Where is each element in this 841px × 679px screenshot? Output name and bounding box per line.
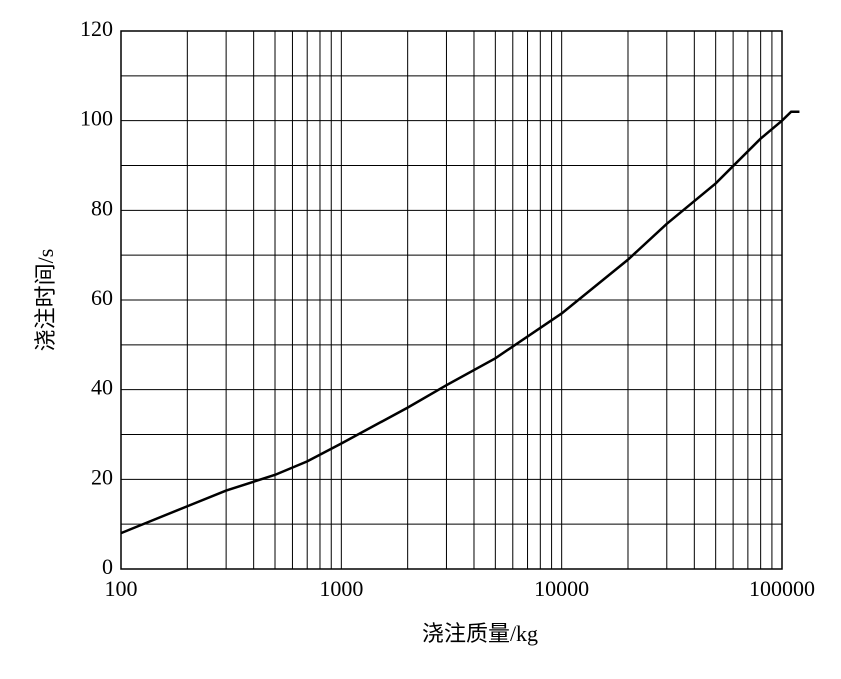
plot-frame [120, 30, 783, 570]
x-tick-label: 1000 [319, 576, 363, 601]
y-tick-label: 40 [91, 375, 113, 400]
y-axis-label: 浇注时间/s [33, 249, 58, 352]
y-tick-label: 20 [91, 464, 113, 489]
y-tick-label: 120 [80, 16, 113, 41]
y-tick-label: 80 [91, 195, 113, 220]
y-tick-label: 0 [102, 554, 113, 579]
y-tick-label: 60 [91, 285, 113, 310]
x-tick-label: 100 [105, 576, 138, 601]
data-line [120, 110, 800, 535]
x-tick-label: 10000 [534, 576, 589, 601]
y-tick-label: 100 [80, 106, 113, 131]
x-tick-label: 100000 [749, 576, 815, 601]
x-axis-label: 浇注质量/kg [422, 621, 538, 646]
